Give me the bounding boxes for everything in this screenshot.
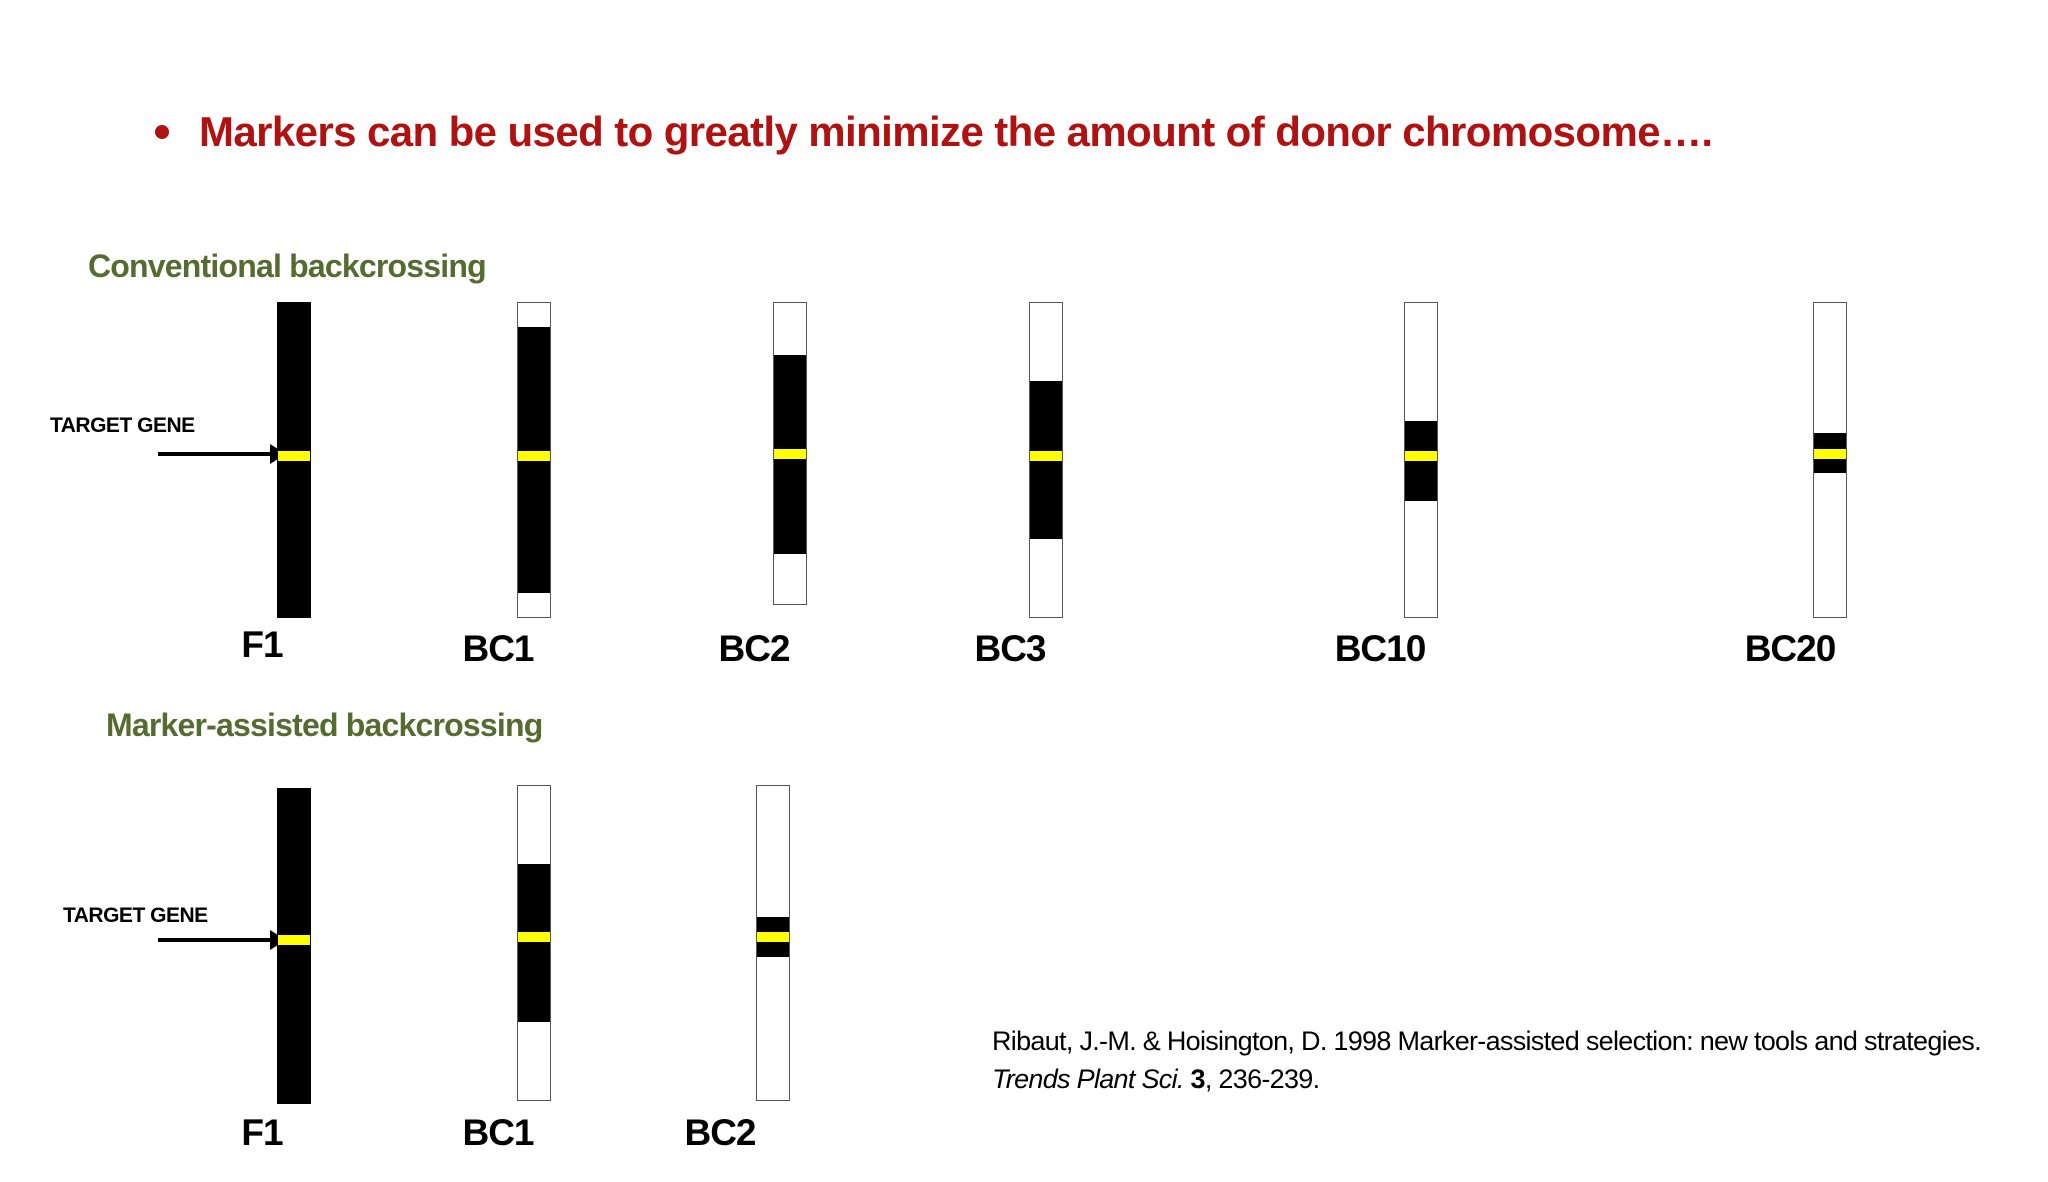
generation-label: BC20 xyxy=(1744,628,1837,669)
chromosome-bc2-marker-assisted xyxy=(756,785,790,1101)
target-gene-arrow-icon xyxy=(158,444,286,464)
generation-label: F1 xyxy=(241,624,283,665)
slide-title: Markers can be used to greatly minimize … xyxy=(199,108,1713,155)
target-gene-label-marker-assisted: TARGET GENE xyxy=(63,904,208,927)
chromosome-bc20-conventional xyxy=(1813,302,1847,618)
generation-label: BC2 xyxy=(718,628,790,669)
target-gene-band xyxy=(278,451,310,461)
generation-label: BC3 xyxy=(974,628,1046,669)
target-gene-band xyxy=(1030,451,1062,461)
donor-segment xyxy=(518,864,550,1022)
section-heading-conventional: Conventional backcrossing xyxy=(88,248,487,284)
chromosome-bc10-conventional xyxy=(1404,302,1438,618)
chromosome-bc2-conventional xyxy=(773,302,807,605)
generation-label: BC10 xyxy=(1334,628,1427,669)
target-gene-arrow-icon xyxy=(158,930,286,950)
section-heading-marker-assisted: Marker-assisted backcrossing xyxy=(106,707,543,743)
bullet-icon xyxy=(155,125,169,139)
generation-label: F1 xyxy=(241,1112,283,1153)
target-gene-band xyxy=(757,932,789,942)
slide-title-row: Markers can be used to greatly minimize … xyxy=(155,108,1713,156)
chromosome-bc1-conventional xyxy=(517,302,551,618)
generation-label: BC1 xyxy=(462,628,534,669)
chromosome-f1-marker-assisted xyxy=(277,788,311,1104)
target-gene-band xyxy=(1405,451,1437,461)
target-gene-band xyxy=(1814,449,1846,459)
citation: Ribaut, J.-M. & Hoisington, D. 1998 Mark… xyxy=(992,1022,1982,1098)
citation-authors: Ribaut, J.-M. & Hoisington, D. 1998 Mark… xyxy=(992,1026,1982,1056)
citation-pages: , 236-239. xyxy=(1204,1064,1320,1094)
citation-volume: 3 xyxy=(1190,1064,1206,1094)
target-gene-label-conventional: TARGET GENE xyxy=(50,414,195,437)
chromosome-bc1-marker-assisted xyxy=(517,785,551,1101)
donor-segment xyxy=(1405,421,1437,501)
citation-journal: Trends Plant Sci. xyxy=(992,1064,1184,1094)
chromosome-bc3-conventional xyxy=(1029,302,1063,618)
target-gene-band xyxy=(774,449,806,459)
target-gene-band xyxy=(518,451,550,461)
target-gene-band xyxy=(278,935,310,945)
generation-label: BC1 xyxy=(462,1112,534,1153)
target-gene-band xyxy=(518,932,550,942)
chromosome-f1-conventional xyxy=(277,302,311,618)
generation-label: BC2 xyxy=(684,1112,756,1153)
